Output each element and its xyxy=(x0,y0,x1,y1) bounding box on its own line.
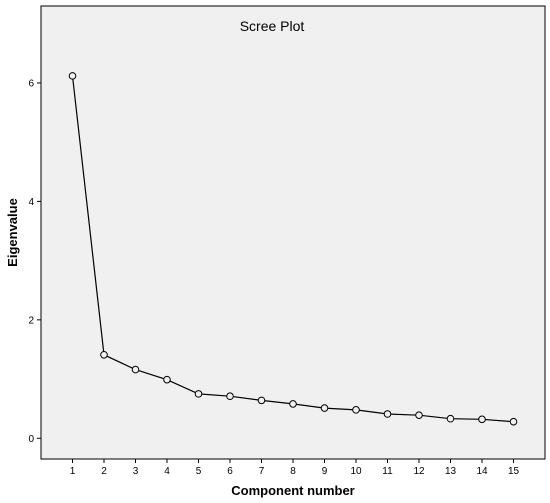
data-point xyxy=(226,392,234,401)
data-point xyxy=(320,404,329,412)
plot-area xyxy=(40,5,546,460)
data-point xyxy=(131,365,140,374)
x-tick-label: 12 xyxy=(413,466,425,477)
x-tick-label: 8 xyxy=(290,466,296,477)
data-point xyxy=(68,72,77,80)
data-point xyxy=(509,417,518,426)
x-tick-label: 10 xyxy=(350,466,362,477)
x-tick-label: 14 xyxy=(476,466,488,477)
data-point xyxy=(478,415,486,424)
y-tick-label: 4 xyxy=(28,197,34,208)
y-tick-label: 6 xyxy=(28,78,34,89)
series-layer xyxy=(68,72,518,426)
data-point xyxy=(383,410,392,418)
y-tick-label: 2 xyxy=(28,315,34,326)
x-axis: 1 2 3 4 5 6 7 8 9 10 11 12 13 14 15 xyxy=(70,459,520,477)
y-axis-title: Eigenvalue xyxy=(5,198,20,267)
x-axis-title: Component number xyxy=(231,483,355,498)
data-point xyxy=(100,350,108,359)
data-point xyxy=(194,390,203,398)
x-tick-label: 7 xyxy=(259,466,265,477)
x-tick-label: 9 xyxy=(322,466,328,477)
x-tick-label: 13 xyxy=(445,466,457,477)
data-point xyxy=(289,400,297,408)
y-axis: 0 2 4 6 xyxy=(28,78,41,445)
x-tick-label: 6 xyxy=(227,466,233,477)
x-tick-label: 5 xyxy=(196,466,202,477)
x-tick-label: 1 xyxy=(70,466,76,477)
x-tick-label: 15 xyxy=(508,466,520,477)
data-point xyxy=(415,411,423,419)
data-point xyxy=(446,414,455,423)
x-tick-label: 4 xyxy=(164,466,170,477)
x-tick-label: 3 xyxy=(133,466,139,477)
data-point xyxy=(257,396,266,405)
chart-title: Scree Plot xyxy=(240,18,305,34)
data-point xyxy=(352,406,360,414)
y-tick-label: 0 xyxy=(28,434,34,445)
x-tick-label: 11 xyxy=(382,466,393,477)
x-tick-label: 2 xyxy=(101,466,107,477)
data-point xyxy=(163,375,171,384)
